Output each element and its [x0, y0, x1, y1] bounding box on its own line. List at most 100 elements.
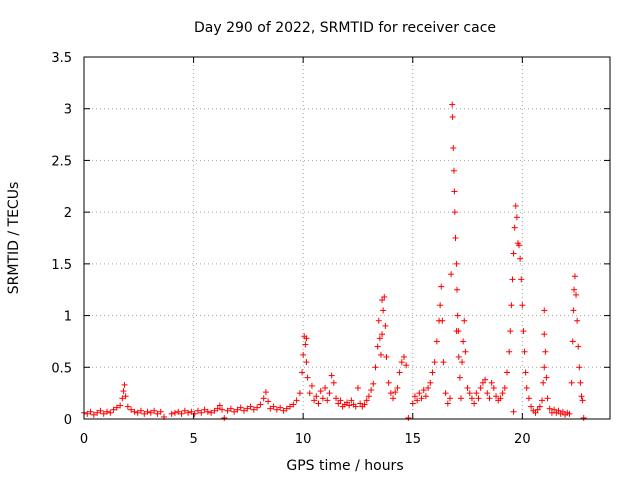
data-point	[451, 188, 458, 195]
data-point	[181, 407, 188, 414]
data-point	[120, 388, 127, 395]
data-point	[303, 335, 310, 342]
data-point	[227, 405, 234, 412]
data-point	[191, 410, 198, 417]
data-point	[400, 353, 407, 360]
data-point	[330, 379, 337, 386]
data-points	[81, 101, 587, 421]
data-point	[157, 408, 164, 415]
data-point	[578, 393, 585, 400]
data-point	[237, 404, 244, 411]
data-point	[348, 397, 355, 404]
data-point	[211, 407, 218, 414]
data-point	[319, 395, 326, 402]
y-tick-label: 1.5	[51, 258, 72, 273]
data-point	[437, 302, 444, 309]
data-point	[457, 395, 464, 402]
data-point	[477, 384, 484, 391]
data-point	[482, 376, 489, 383]
data-point	[122, 393, 129, 400]
data-point	[277, 404, 284, 411]
data-point	[460, 338, 467, 345]
data-point	[409, 400, 416, 407]
data-point	[221, 414, 228, 421]
data-point	[551, 406, 558, 413]
y-tick-label: 1	[64, 310, 72, 325]
data-point	[506, 348, 513, 355]
data-point	[501, 384, 508, 391]
data-point	[287, 403, 294, 410]
data-point	[185, 409, 192, 416]
data-point	[566, 410, 573, 417]
data-point	[571, 286, 578, 293]
data-point	[499, 390, 506, 397]
chart-title: Day 290 of 2022, SRMTID for receiver cac…	[194, 20, 496, 36]
data-point	[473, 390, 480, 397]
data-point	[375, 317, 382, 324]
data-point	[442, 390, 449, 397]
data-point	[464, 384, 471, 391]
data-point	[448, 271, 455, 278]
data-point	[541, 331, 548, 338]
data-point	[84, 410, 91, 417]
data-point	[119, 395, 126, 402]
data-point	[328, 372, 335, 379]
data-point	[208, 409, 215, 416]
data-point	[522, 369, 529, 376]
data-point	[497, 395, 504, 402]
x-axis-label: GPS time / hours	[286, 458, 403, 474]
data-point	[90, 411, 97, 418]
data-point	[147, 409, 154, 416]
data-point	[270, 403, 277, 410]
data-point	[541, 307, 548, 314]
data-point	[137, 407, 144, 414]
data-point	[466, 390, 473, 397]
data-point	[326, 390, 333, 397]
data-point	[449, 113, 456, 120]
data-point	[313, 393, 320, 400]
data-point	[260, 395, 267, 402]
data-point	[390, 395, 397, 402]
data-point	[431, 359, 438, 366]
data-point	[361, 401, 368, 408]
data-point	[544, 395, 551, 402]
data-point	[141, 410, 148, 417]
data-point	[124, 403, 131, 410]
data-point	[520, 328, 527, 335]
data-point	[486, 395, 493, 402]
data-point	[175, 408, 182, 415]
data-point	[516, 242, 523, 249]
data-point	[372, 364, 379, 371]
data-point	[131, 408, 138, 415]
y-tick-label: 2	[64, 206, 72, 221]
data-point	[523, 384, 530, 391]
data-point	[468, 395, 475, 402]
data-point	[546, 405, 553, 412]
y-tick-label: 2.5	[51, 154, 72, 169]
data-point	[525, 395, 532, 402]
data-point	[519, 302, 526, 309]
x-tick-labels: 0 5 10 15 20	[80, 432, 531, 447]
data-point	[290, 401, 297, 408]
data-point	[484, 390, 491, 397]
data-point	[543, 374, 550, 381]
data-point	[224, 407, 231, 414]
data-point	[475, 395, 482, 402]
y-tick-labels: 0 0.5 1 1.5 2 2.5 3 3.5	[51, 51, 72, 428]
x-tick-label: 10	[295, 432, 312, 447]
data-point	[453, 328, 460, 335]
data-point	[379, 297, 386, 304]
data-point	[518, 276, 525, 283]
data-point	[542, 348, 549, 355]
data-point	[452, 235, 459, 241]
data-point	[315, 400, 322, 407]
data-point	[368, 387, 375, 394]
data-point	[420, 387, 427, 394]
data-point	[555, 407, 562, 414]
data-point	[283, 405, 290, 412]
data-point	[387, 390, 394, 397]
data-point	[511, 224, 518, 231]
x-tick-label: 0	[80, 432, 88, 447]
data-point	[450, 145, 457, 152]
